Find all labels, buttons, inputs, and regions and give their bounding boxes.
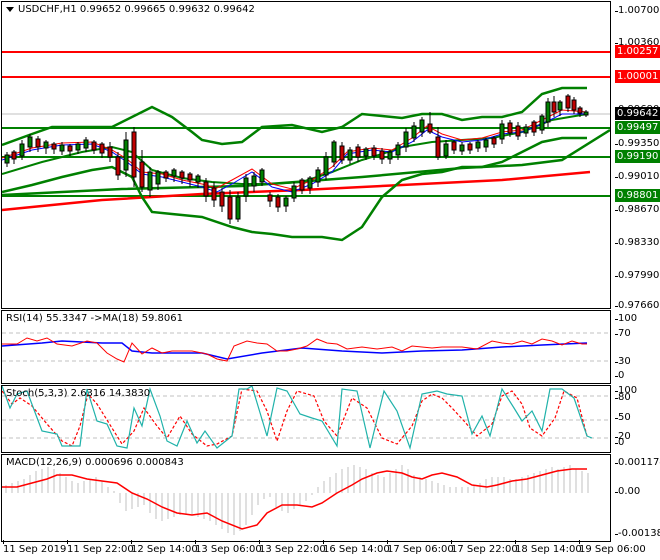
- price-chart-canvas: [2, 51, 610, 242]
- time-label: 18 Sep 14:00: [515, 540, 582, 555]
- stochastic-axis: 100 80 50 20 0: [611, 385, 660, 451]
- macd-axis: 0.001174 0.00 -0.001386: [611, 454, 660, 540]
- level-tag-resistance-2: 1.00257: [615, 45, 660, 58]
- stoch-tick: 20: [615, 431, 631, 442]
- time-axis: 11 Sep 2019 11 Sep 22:00 12 Sep 14:00 13…: [1, 540, 646, 560]
- price-tick: 0.99350: [614, 138, 660, 149]
- price-chart-title: USDCHF,H1 0.99652 0.99665 0.99632 0.9964…: [18, 4, 255, 15]
- time-label: 11 Sep 22:00: [67, 540, 134, 555]
- macd-tick: 0.00: [614, 486, 641, 497]
- level-tag-resistance-1: 1.00001: [615, 70, 660, 83]
- stoch-tick: 100: [614, 385, 638, 396]
- price-axis: 1.00700 1.00360 0.99690 0.99350 0.99010 …: [611, 0, 660, 311]
- rsi-tick: 100: [614, 313, 638, 324]
- time-label: 11 Sep 2019: [3, 540, 67, 555]
- level-tag-support-3: 0.98801: [615, 189, 660, 202]
- rsi-tick: 0: [614, 370, 625, 381]
- price-tick: 1.00360: [614, 37, 660, 48]
- rsi-axis: 100 70 30 0: [611, 310, 660, 382]
- rsi-tick: 30: [615, 356, 631, 367]
- level-tag-support-2: 0.99190: [615, 150, 660, 163]
- stochastic-title: Stoch(5,3,3) 2.6316 14.3830: [6, 388, 151, 399]
- price-tick: 1.00700: [614, 5, 660, 16]
- rsi-panel[interactable]: RSI(14) 55.3347 ->MA(18) 59.8061: [1, 310, 611, 384]
- stochastic-panel[interactable]: Stoch(5,3,3) 2.6316 14.3830: [1, 385, 611, 453]
- macd-title: MACD(12,26,9) 0.000696 0.000843: [6, 457, 184, 468]
- collapse-triangle-icon[interactable]: [6, 7, 14, 12]
- price-chart-panel[interactable]: USDCHF,H1 0.99652 0.99665 0.99632 0.9964…: [1, 1, 611, 309]
- stoch-tick: 50: [615, 412, 631, 423]
- price-tick: 0.97660: [614, 300, 660, 311]
- price-tick: 0.99010: [614, 171, 660, 182]
- time-label: 12 Sep 14:00: [131, 540, 198, 555]
- macd-histogram: [5, 465, 589, 535]
- price-tick: 0.97990: [614, 270, 660, 281]
- price-tick: 0.98670: [614, 204, 660, 215]
- stoch-tick: 0: [614, 437, 625, 448]
- time-label: 13 Sep 06:00: [195, 540, 262, 555]
- rsi-title: RSI(14) 55.3347 ->MA(18) 59.8061: [6, 313, 183, 324]
- time-label: 17 Sep 22:00: [451, 540, 518, 555]
- price-tick: 0.98330: [614, 237, 660, 248]
- macd-tick: 0.001174: [615, 457, 660, 468]
- last-price-tag: 0.99642: [615, 107, 660, 120]
- macd-panel[interactable]: MACD(12,26,9) 0.000696 0.000843: [1, 454, 611, 542]
- time-label: 17 Sep 06:00: [387, 540, 454, 555]
- macd-canvas: [2, 465, 589, 535]
- rsi-canvas: [2, 332, 610, 363]
- rsi-tick: 70: [615, 328, 631, 339]
- time-label: 13 Sep 22:00: [259, 540, 326, 555]
- stochastic-canvas: [2, 386, 610, 451]
- macd-tick: -0.001386: [614, 528, 660, 539]
- stoch-tick: 80: [615, 392, 631, 403]
- time-label: 19 Sep 06:00: [579, 540, 646, 555]
- candlesticks: [4, 94, 589, 224]
- time-label: 16 Sep 14:00: [323, 540, 390, 555]
- level-tag-support-1: 0.99497: [615, 121, 660, 134]
